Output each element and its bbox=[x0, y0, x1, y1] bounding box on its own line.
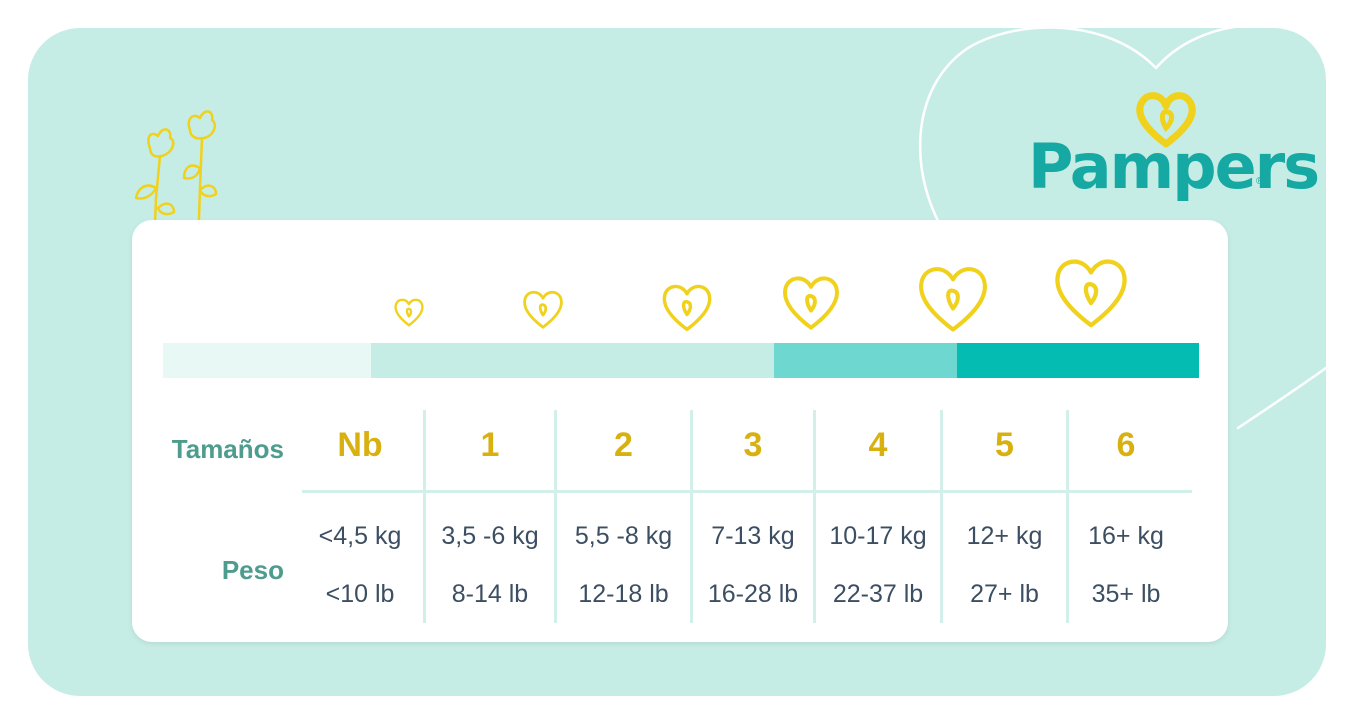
heart-icon bbox=[523, 290, 563, 329]
heart-icon bbox=[783, 276, 839, 330]
column-divider bbox=[940, 410, 943, 623]
size-bar-segment bbox=[957, 343, 1199, 378]
weight-row-label: Peso bbox=[221, 555, 284, 585]
size-bar-segment bbox=[371, 343, 774, 378]
weight-kg: 3,5 -6 kg bbox=[441, 522, 539, 550]
size-nb: Nb bbox=[337, 426, 383, 464]
heart-icon bbox=[1055, 259, 1127, 328]
heart-icon bbox=[394, 298, 424, 327]
weight-lb: 8-14 lb bbox=[451, 580, 529, 608]
size-1: 1 bbox=[480, 426, 500, 464]
logo-heart-icon bbox=[1136, 92, 1196, 148]
weight-kg: 10-17 kg bbox=[829, 522, 927, 550]
weight-lb: 16-28 lb bbox=[707, 580, 799, 608]
weight-kg: 12+ kg bbox=[966, 522, 1043, 550]
size-4: 4 bbox=[868, 426, 888, 464]
brand-name: Pampers bbox=[1028, 130, 1320, 203]
weight-lb: 12-18 lb bbox=[578, 580, 669, 608]
size-bar-segment bbox=[163, 343, 371, 378]
weight-kg: 7-13 kg bbox=[711, 522, 795, 550]
weight-lb: <10 lb bbox=[325, 580, 395, 608]
size-6: 6 bbox=[1116, 426, 1136, 464]
weight-kg: 16+ kg bbox=[1088, 522, 1164, 550]
heart-icon bbox=[662, 284, 712, 332]
weight-lb: 27+ lb bbox=[970, 580, 1039, 608]
background-heart-outline bbox=[918, 28, 1326, 430]
weight-lb: 35+ lb bbox=[1091, 580, 1161, 608]
table-divider bbox=[302, 490, 1192, 493]
weight-kg: 5,5 -8 kg bbox=[574, 522, 673, 550]
weight-kg: <4,5 kg bbox=[318, 522, 402, 550]
brand-registered-mark: ® bbox=[1256, 176, 1264, 187]
column-divider bbox=[423, 410, 426, 623]
column-divider bbox=[690, 410, 693, 623]
sizes-row-label: Tamaños bbox=[171, 434, 284, 464]
size-chart-card: Tamaños Peso Nb 1 2 3 4 5 6 <4,5 kg 3,5 … bbox=[132, 220, 1228, 642]
column-divider bbox=[554, 410, 557, 623]
brand-logo: Pampers ® bbox=[1028, 88, 1320, 228]
size-2: 2 bbox=[614, 426, 633, 464]
size-3: 3 bbox=[743, 426, 763, 464]
weight-lb: 22-37 lb bbox=[832, 580, 924, 608]
size-5: 5 bbox=[995, 426, 1014, 464]
column-divider bbox=[813, 410, 816, 623]
size-bar-segment bbox=[774, 343, 957, 378]
column-divider bbox=[1066, 410, 1069, 623]
heart-icon bbox=[919, 267, 987, 332]
